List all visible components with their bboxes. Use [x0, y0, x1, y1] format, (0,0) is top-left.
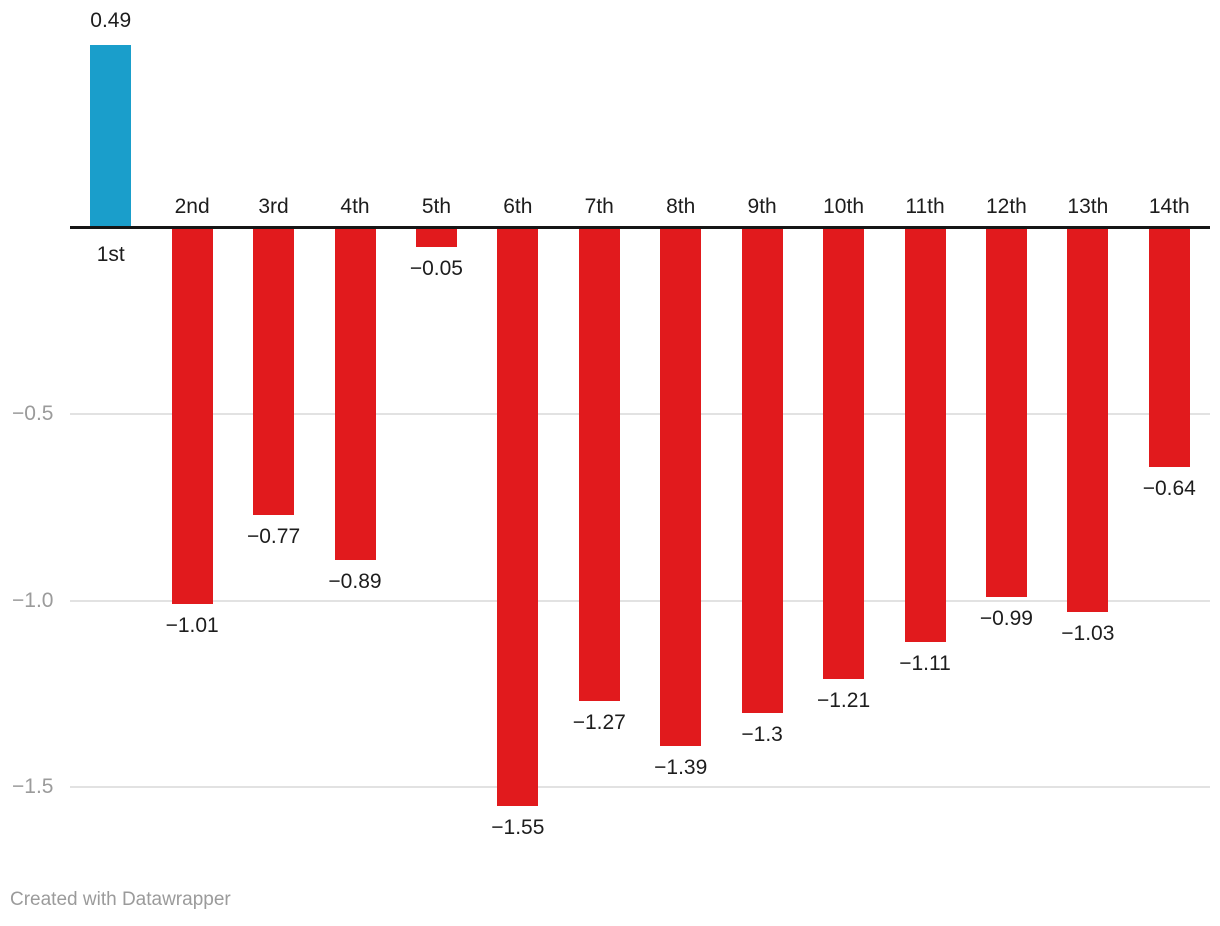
category-label: 1st — [96, 243, 125, 266]
y-axis-tick-label: −0.5 — [12, 402, 54, 426]
value-label: −1.27 — [572, 711, 626, 735]
bar — [1067, 228, 1109, 612]
value-label: −1.01 — [165, 614, 219, 638]
bar — [660, 228, 702, 747]
category-label: 3rd — [258, 195, 289, 218]
bar — [171, 228, 213, 605]
value-label: −1.11 — [899, 651, 951, 675]
category-label: 2nd — [174, 195, 210, 218]
x-axis-line — [70, 226, 1210, 229]
bar — [497, 228, 539, 806]
bar — [334, 228, 376, 560]
y-axis-tick-label: −1.0 — [12, 588, 54, 612]
value-label: −1.3 — [741, 722, 783, 746]
value-label: −0.89 — [328, 569, 382, 593]
category-label: 4th — [340, 195, 370, 218]
category-label: 8th — [666, 195, 696, 218]
value-label: −1.39 — [654, 756, 708, 780]
value-label: −1.55 — [491, 815, 545, 839]
bar — [415, 228, 457, 247]
value-label: 0.49 — [90, 9, 132, 33]
bar — [578, 228, 620, 702]
bar — [1148, 228, 1190, 467]
category-label: 6th — [503, 195, 533, 218]
category-label: 14th — [1148, 195, 1190, 218]
category-label: 7th — [584, 195, 614, 218]
value-label: −0.05 — [409, 256, 463, 280]
value-label: −0.99 — [979, 606, 1033, 630]
y-gridline — [70, 599, 1210, 602]
value-label: −0.64 — [1142, 476, 1196, 500]
category-label: 11th — [905, 195, 945, 218]
value-label: −1.21 — [816, 688, 871, 712]
value-label: −0.77 — [246, 524, 301, 548]
y-axis-tick-label: −1.5 — [12, 775, 54, 799]
bar — [253, 228, 295, 515]
y-gridline — [70, 786, 1210, 789]
category-label: 9th — [747, 195, 777, 218]
bar — [90, 45, 132, 228]
category-label: 13th — [1067, 195, 1109, 218]
category-label: 10th — [823, 195, 864, 218]
y-gridline — [70, 413, 1210, 416]
category-label: 5th — [421, 195, 452, 218]
bar — [823, 228, 865, 679]
bar — [904, 228, 946, 642]
value-label: −1.03 — [1061, 621, 1115, 645]
bar — [985, 228, 1027, 597]
category-label: 12th — [985, 195, 1027, 218]
bar — [741, 228, 783, 713]
datawrapper-attribution[interactable]: Created with Datawrapper — [10, 889, 231, 910]
